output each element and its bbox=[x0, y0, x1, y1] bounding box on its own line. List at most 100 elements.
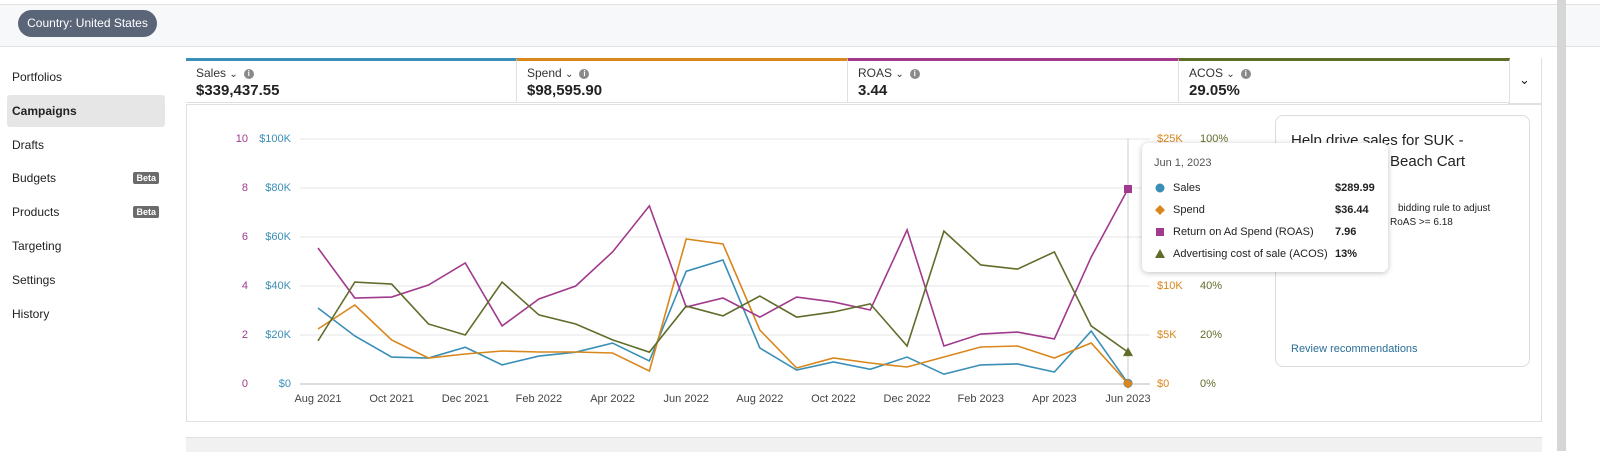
metric-card[interactable]: Sales ⌄ i $339,437.55 bbox=[186, 58, 517, 103]
nav-item[interactable]: Drafts bbox=[7, 129, 165, 161]
rec-text: bidding rule to adjust bbox=[1398, 203, 1491, 214]
info-icon: i bbox=[243, 69, 254, 79]
marker bbox=[1124, 184, 1132, 193]
x-tick-label: Apr 2022 bbox=[590, 393, 635, 405]
x-tick-label: Feb 2023 bbox=[957, 393, 1003, 405]
metric-label: ROAS ⌄ i bbox=[858, 66, 1168, 80]
x-tick-label: Aug 2022 bbox=[736, 393, 783, 405]
nav-label: History bbox=[12, 306, 50, 321]
x-tick-label: Oct 2021 bbox=[369, 393, 414, 405]
x-tick-label: Aug 2021 bbox=[294, 393, 341, 405]
y-tick-label: $100K bbox=[259, 133, 291, 145]
series-line bbox=[317, 229, 1129, 354]
y-tick-label: $0 bbox=[1157, 378, 1169, 390]
metric-name: ACOS bbox=[1189, 66, 1224, 80]
legend-icon bbox=[1155, 205, 1165, 215]
y-tick-label: 0% bbox=[1200, 378, 1216, 390]
nav-item[interactable]: Campaigns bbox=[7, 94, 165, 127]
tooltip-value: $289.99 bbox=[1335, 182, 1375, 194]
metric-card[interactable]: ROAS ⌄ i 3.44 bbox=[848, 58, 1179, 103]
nav-item[interactable]: Settings bbox=[7, 264, 165, 296]
next-panel bbox=[186, 437, 1542, 452]
nav-label: Campaigns bbox=[12, 103, 77, 118]
x-tick-label: Feb 2022 bbox=[516, 393, 562, 405]
nav-label: Targeting bbox=[12, 239, 62, 253]
y-tick-label: $5K bbox=[1157, 329, 1177, 341]
tooltip-date: Jun 1, 2023 bbox=[1154, 157, 1212, 169]
rec-title: Beach Cart bbox=[1390, 153, 1466, 170]
metric-name: ROAS bbox=[858, 66, 893, 80]
nav-item[interactable]: Portfolios bbox=[7, 61, 165, 93]
rec-text: RoAS >= 6.18 bbox=[1390, 217, 1453, 228]
caret: ⌄ bbox=[895, 69, 904, 80]
nav-item[interactable]: Budgets Beta bbox=[7, 162, 165, 194]
y-tick-label: 10 bbox=[236, 133, 248, 145]
x-tick-label: Dec 2022 bbox=[884, 393, 931, 405]
nav-label: Settings bbox=[12, 272, 56, 287]
nav-item[interactable]: Products Beta bbox=[7, 196, 165, 228]
chart-panel bbox=[186, 104, 1542, 422]
caret: ⌄ bbox=[565, 69, 574, 80]
info-icon: i bbox=[1240, 69, 1251, 79]
marker bbox=[1155, 183, 1165, 193]
metric-card[interactable]: ACOS ⌄ i 29.05% bbox=[1179, 58, 1510, 103]
x-tick-label: Apr 2023 bbox=[1032, 393, 1077, 405]
y-tick-label: 8 bbox=[242, 182, 248, 194]
legend-icon bbox=[1156, 228, 1164, 236]
y-tick-label: $60K bbox=[265, 231, 291, 243]
series-line bbox=[317, 259, 1129, 384]
x-tick-label: Oct 2022 bbox=[811, 393, 856, 405]
tooltip-row: Advertising cost of sale (ACOS) 13% bbox=[1154, 243, 1384, 265]
metric-value: $98,595.90 bbox=[527, 82, 603, 99]
scrollbar[interactable] bbox=[1557, 0, 1566, 451]
tooltip-row: Return on Ad Spend (ROAS) 7.96 bbox=[1154, 221, 1384, 243]
tooltip-value: $36.44 bbox=[1335, 204, 1369, 216]
country-filter[interactable]: Country: United States bbox=[18, 10, 157, 37]
y-tick-label: $10K bbox=[1157, 280, 1183, 292]
y-tick-label: $40K bbox=[265, 280, 291, 292]
x-tick-label: Dec 2021 bbox=[442, 393, 489, 405]
beta-badge: Beta bbox=[133, 206, 159, 219]
nav-label: Products bbox=[12, 205, 60, 220]
nav-label: Budgets bbox=[12, 171, 57, 186]
y-tick-label: 0 bbox=[242, 378, 248, 390]
info-icon: i bbox=[579, 69, 590, 79]
marker bbox=[1123, 347, 1133, 357]
legend-icon bbox=[1155, 249, 1165, 258]
top-bar bbox=[0, 4, 1600, 47]
nav-item[interactable]: History bbox=[7, 298, 165, 330]
tooltip-value: 13% bbox=[1335, 248, 1358, 260]
y-tick-label: 6 bbox=[242, 231, 248, 243]
metric-name: Spend bbox=[527, 66, 562, 80]
nav-label: Drafts bbox=[12, 137, 45, 152]
series-line bbox=[317, 238, 1129, 385]
metric-name: Sales bbox=[196, 66, 227, 80]
legend-name: Sales bbox=[1173, 182, 1201, 194]
y-tick-label: $20K bbox=[265, 329, 291, 341]
metric-label: Spend ⌄ i bbox=[527, 66, 837, 80]
y-tick-label: 20% bbox=[1200, 329, 1222, 341]
legend-icon bbox=[1155, 183, 1165, 193]
metric-value: 3.44 bbox=[858, 82, 888, 99]
nav-item[interactable]: Targeting bbox=[7, 230, 165, 262]
marker bbox=[1123, 378, 1133, 389]
tooltip: Jun 1, 2023 Sales $289.99 Spend $36.44 Retur… bbox=[1142, 143, 1388, 272]
nav-label: Portfolios bbox=[12, 70, 63, 84]
metric-card[interactable]: Spend ⌄ i $98,595.90 bbox=[517, 58, 848, 103]
legend-name: Spend bbox=[1173, 204, 1205, 216]
metric-value: $339,437.55 bbox=[196, 82, 280, 99]
y-tick-label: $0 bbox=[279, 378, 291, 390]
x-tick-label: Jun 2022 bbox=[664, 393, 709, 405]
legend-name: Advertising cost of sale (ACOS) bbox=[1173, 248, 1328, 260]
tooltip-value: 7.96 bbox=[1335, 226, 1357, 238]
y-tick-label: $25K bbox=[1157, 133, 1183, 145]
legend-name: Return on Ad Spend (ROAS) bbox=[1173, 226, 1314, 238]
marker bbox=[1155, 249, 1165, 258]
rec-link[interactable]: Review recommendations bbox=[1291, 343, 1418, 355]
y-tick-label: 40% bbox=[1200, 280, 1222, 292]
expand-button[interactable]: ⌄ bbox=[1508, 58, 1542, 104]
x-tick-label: Jun 2023 bbox=[1105, 393, 1150, 405]
metric-label: ACOS ⌄ i bbox=[1189, 66, 1499, 80]
caret: ⌄ bbox=[229, 69, 238, 80]
